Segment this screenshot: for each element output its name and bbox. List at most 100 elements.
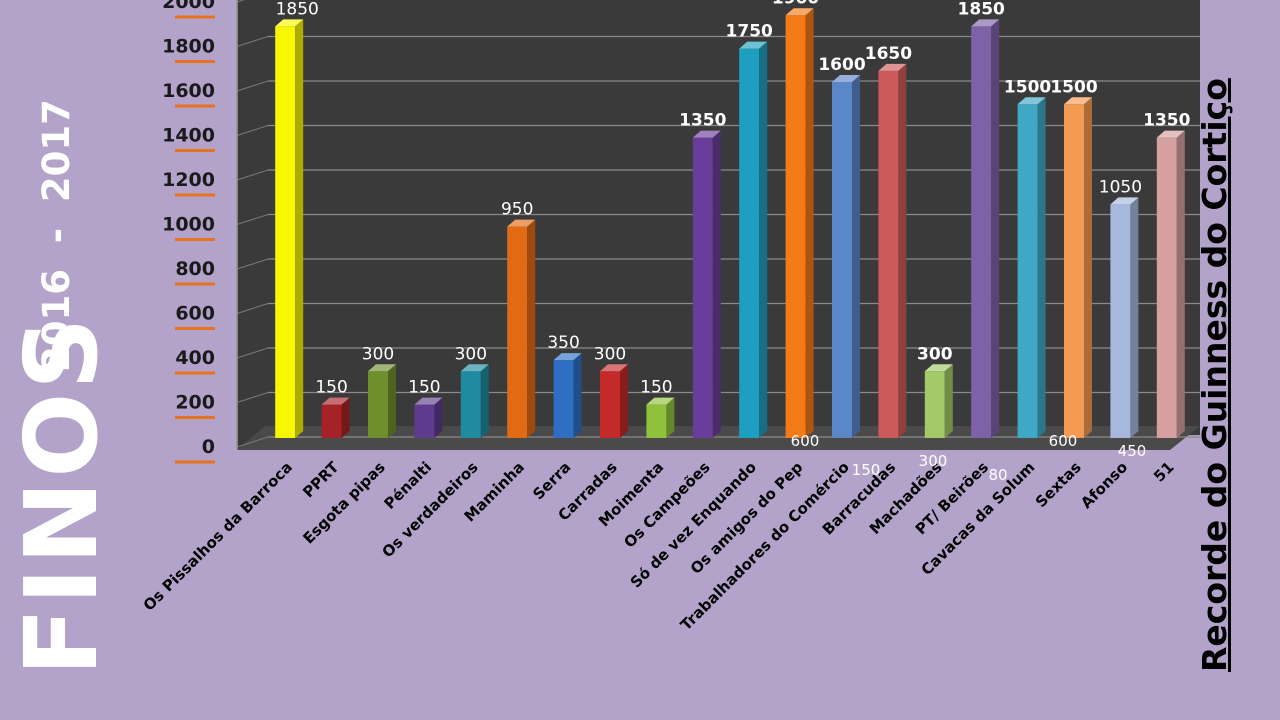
bar-side [1176,130,1185,438]
bar-top [1110,197,1139,205]
bar-side [620,364,628,438]
bar-front [553,360,574,438]
floating-annotation: 300 [919,452,948,470]
bar-side [341,397,350,438]
bar-front [460,371,481,438]
bar-top [785,8,814,16]
value-label: 300 [917,344,953,364]
bar-top [1156,130,1185,138]
y-tick-label: 1600 [162,80,215,102]
bar-side [944,364,953,438]
value-label: 300 [362,344,394,364]
gridline-depth [236,169,269,181]
gridline-depth [236,436,269,448]
y-tick-label: 1400 [162,125,215,147]
bar-front [321,404,342,438]
y-tick-label: 1200 [162,169,215,191]
bar-front [1110,204,1131,438]
floating-annotation: 600 [791,432,820,450]
value-label: 350 [547,333,579,353]
bar-front [1064,104,1084,438]
bar-top [414,397,443,405]
bar-side [991,19,1000,438]
y-tick-label: 0 [202,436,215,458]
bar-top [275,19,304,27]
bar-top [507,219,536,227]
bar-front [646,404,667,438]
gridline-depth [236,0,245,3]
floating-annotations: 600 150 300 80 600 450 [791,432,1147,484]
bar-top [553,353,582,361]
gridline-depth [236,392,269,403]
x-tick-label: Esgota pipas [299,458,388,547]
value-labels: 1850 150 300 150 300 950 350 300 150 1350 1750 1900… [276,0,1191,398]
bar-side [1130,197,1139,438]
x-tick-label: Os Pissalhos da Barroca [140,458,296,614]
value-label: 150 [408,378,440,398]
y-tick-label: 1800 [162,36,215,58]
bar-side [712,130,721,438]
floating-annotation: 150 [852,461,881,479]
bar-top [460,364,489,372]
bar-side [898,63,907,438]
gridline-depth [236,125,269,136]
bar-front [924,371,945,438]
bar-top [692,130,721,138]
value-label: 1750 [726,22,773,42]
x-tick-label: 51 [1150,458,1177,485]
floating-annotation: 450 [1118,442,1147,460]
value-label: 150 [640,378,672,398]
bar-front [507,226,528,438]
bar-side [573,353,582,438]
bar-front [971,26,992,438]
bar-side [666,397,675,438]
bar-top [321,397,350,405]
value-label: 1350 [1143,111,1190,131]
floating-annotation: 80 [988,466,1007,484]
bar-front [785,15,806,438]
bar-top [368,364,396,372]
y-tick-label: 2000 [162,0,215,13]
bar-top [600,364,628,372]
gridline-depth [236,303,269,314]
bar-top [971,19,1000,27]
value-label: 300 [455,344,487,364]
bar-side [434,397,443,438]
bar-side [1037,97,1046,438]
value-label: 1350 [679,111,726,131]
bar-side [527,219,536,438]
bar-top [739,41,768,49]
x-tick-label: Afonso [1077,458,1131,512]
gridline-depth [236,214,269,225]
bar-side [1084,97,1092,438]
bar-side [480,364,489,438]
bar-top [832,75,860,82]
bar-front [878,70,899,438]
y-tick-label: 400 [175,347,215,369]
gridline-depth [236,80,269,92]
value-label: 1650 [865,44,912,64]
value-label: 1850 [276,0,319,19]
floating-annotation: 600 [1049,432,1078,450]
x-tick-label: Serra [529,458,574,503]
gridline-depth [236,347,269,359]
bar-top [1017,97,1046,105]
bar-side [759,41,768,438]
y-tick-label: 600 [175,303,215,325]
value-label: 300 [594,344,626,364]
bar-front [1156,137,1177,438]
x-tick-label: PPRT [299,458,343,502]
bar-front [739,48,760,438]
x-tick-label: Sextas [1032,458,1085,511]
value-label: 150 [315,378,347,398]
value-label: 1500 [1004,77,1051,97]
bar-front [414,404,435,438]
bar-front [275,26,296,438]
bar-side [295,19,304,438]
x-tick-label: Trabalhadores do Comércio [677,458,853,634]
bar-side [805,8,814,438]
value-label: 1850 [958,0,1005,19]
y-tick-label: 800 [175,258,215,280]
